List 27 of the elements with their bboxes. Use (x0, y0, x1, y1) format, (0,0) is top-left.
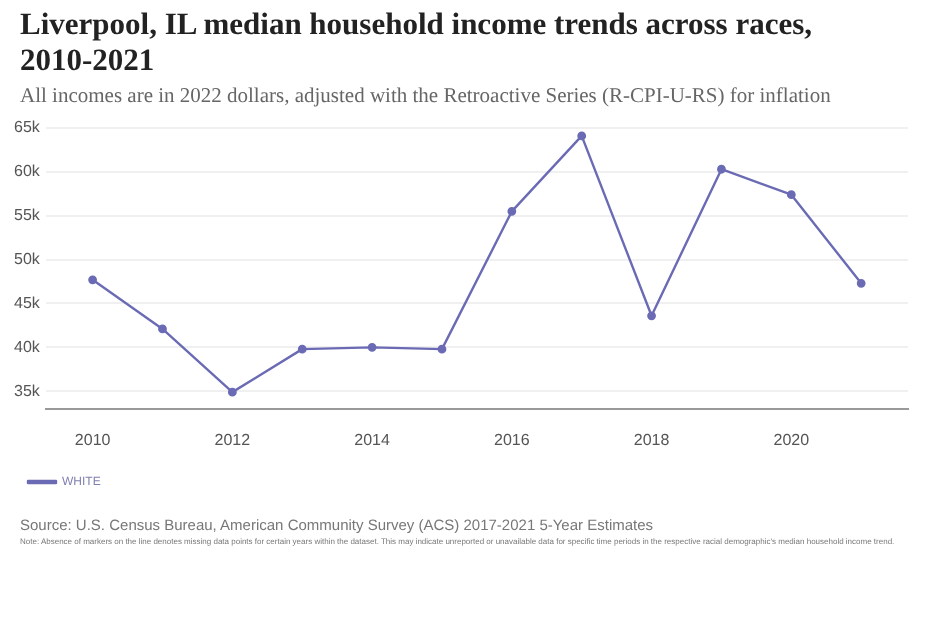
x-tick-label: 2012 (214, 430, 252, 449)
point (577, 131, 587, 141)
x-tick-label: 2014 (354, 430, 391, 449)
point (158, 324, 167, 334)
y-tick-label: 60k (13, 162, 42, 181)
point (297, 344, 307, 354)
chart-title: Liverpool, IL median household income trends across races, 2010-2021 (18, 6, 814, 80)
y-tick-label: 65k (13, 118, 42, 137)
point (88, 275, 98, 285)
x-tick-label: 2010 (74, 430, 112, 449)
point (786, 190, 796, 200)
x-tick-label: 2018 (633, 430, 671, 449)
y-tick-label: 55k (13, 206, 42, 225)
point (437, 344, 447, 354)
point (856, 278, 866, 288)
point (647, 311, 656, 321)
point (227, 387, 237, 397)
y-tick-label: 50k (13, 250, 42, 269)
chart-subtitle: All incomes are in 2022 dollars, adjusted with the Retroactive Series (R-CPI-U-RS) for inflation (18, 84, 833, 108)
x-tick-label: 2020 (773, 430, 811, 449)
point (507, 206, 517, 216)
x-tick-label: 2016 (494, 430, 531, 449)
y-tick-label: 45k (13, 293, 42, 312)
y-tick-label: 35k (13, 381, 42, 400)
point (367, 342, 377, 352)
point (717, 164, 726, 174)
y-tick-label: 40k (13, 337, 42, 356)
